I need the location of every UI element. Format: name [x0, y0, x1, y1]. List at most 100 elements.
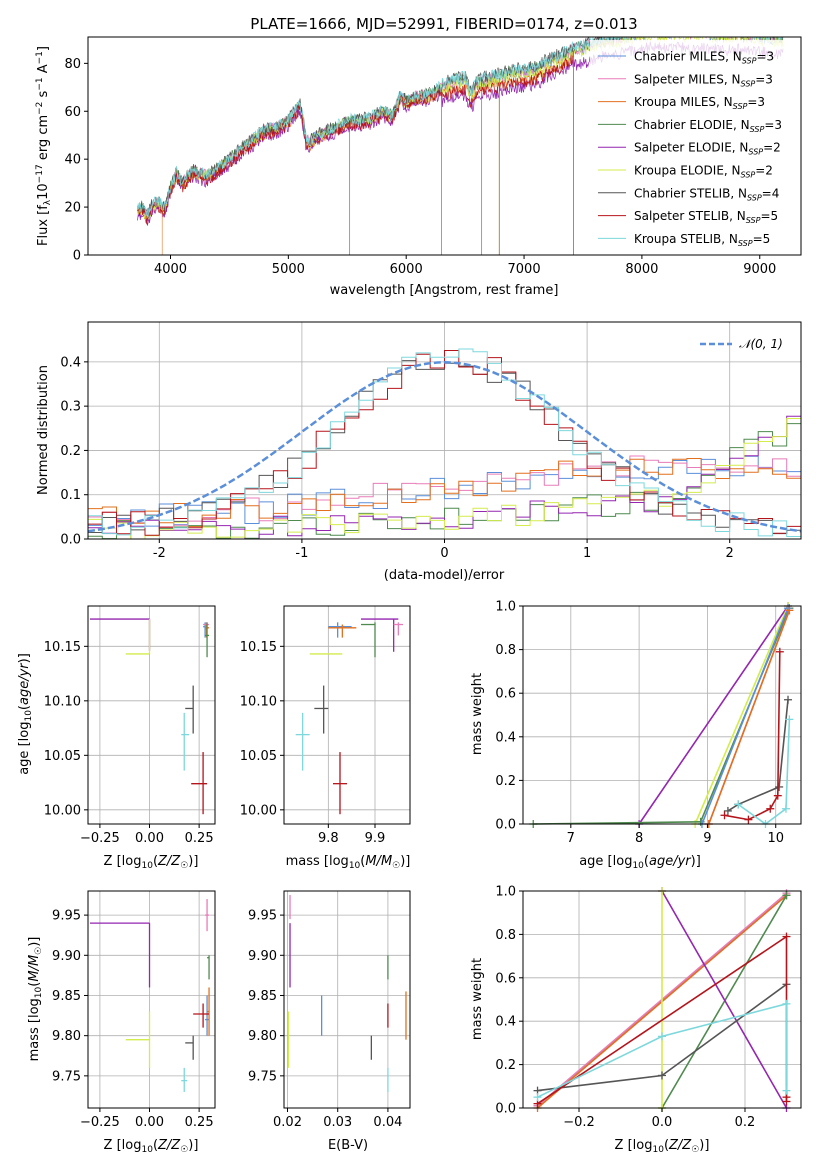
legend-label-chabrier_stelib: Chabrier STELIB, NSSP=4: [634, 186, 779, 202]
y-tick-label: 0.0: [495, 818, 516, 833]
y-tick-label: 9.95: [248, 909, 277, 924]
wZ-ylabel: mass weight: [470, 958, 485, 1040]
spectrum-line-salpeter_stelib: [137, 55, 574, 225]
mZ-ylabel: mass [log10(M/M☉)]: [27, 937, 44, 1062]
y-tick-label: 9.75: [248, 1069, 277, 1084]
y-tick-label: 9.95: [52, 909, 81, 924]
x-tick-label: 9.8: [318, 831, 339, 846]
y-tick-label: 9.80: [52, 1029, 81, 1044]
y-tick-label: 20: [64, 201, 81, 216]
y-tick-label: 10.10: [240, 694, 277, 709]
y-tick-label: 9.80: [248, 1029, 277, 1044]
axes-frame: [283, 605, 411, 825]
spectrum-ylabel: Flux [fλ10−17 erg cm−2 s−1 A−1]: [35, 46, 53, 246]
x-tick-label: 0.2: [735, 1115, 756, 1130]
spectrum-legend: Chabrier MILES, NSSP=3 Salpeter MILES, NS…: [590, 40, 798, 252]
x-tick-label: 9000: [743, 262, 776, 277]
x-tick-label: 0: [440, 546, 448, 561]
error-bars: [287, 895, 407, 1092]
axes-frame: [87, 890, 216, 1109]
axes-frame: [522, 605, 802, 825]
x-tick-label: 4000: [154, 262, 187, 277]
weight-line-salpeter_elodie: [638, 605, 789, 825]
y-tick-label: 40: [64, 153, 81, 168]
ageZ-xlabel: Z [log10(Z/Z☉)]: [104, 854, 199, 871]
legend-background: [590, 40, 798, 252]
x-tick-label: −0.25: [80, 1115, 120, 1130]
y-tick-label: 0.0: [495, 1102, 516, 1117]
mass-vs-extinction-panel: 0.02 0.03 0.04 9.75 9.80 9.85 9.90 9.95: [248, 890, 411, 1130]
y-tick-label: 9.90: [248, 949, 277, 964]
legend-label-chabrier_elodie: Chabrier ELODIE, NSSP=3: [634, 118, 782, 134]
y-tick-label: 0.8: [495, 928, 516, 943]
x-tick-label: 0.00: [135, 831, 164, 846]
x-tick-label: 9: [703, 831, 711, 846]
wAge-ylabel: mass weight: [470, 673, 485, 755]
weight-line-kroupa_miles: [708, 610, 791, 825]
y-tick-label: 0: [73, 249, 81, 264]
x-tick-label: 6000: [390, 262, 423, 277]
spectrum-xlabel: wavelength [Angstrom, rest frame]: [330, 283, 559, 298]
y-tick-label: 0.2: [495, 774, 516, 789]
y-tick-label: 10.00: [44, 803, 81, 818]
y-tick-label: 0.3: [60, 400, 81, 415]
x-tick-label: 7000: [508, 262, 541, 277]
x-tick-label: -1: [295, 546, 308, 561]
age-vs-mass-panel: 9.8 9.9 10.00 10.05 10.10 10.15: [240, 605, 411, 846]
weight-line-kroupa_elodie: [694, 605, 789, 825]
spectrum-title: PLATE=1666, MJD=52991, FIBERID=0174, z=0…: [250, 15, 637, 33]
normal-curve: [88, 361, 801, 533]
y-tick-label: 9.85: [248, 989, 277, 1004]
error-bars: [89, 618, 210, 815]
legend-label-kroupa_elodie: Kroupa ELODIE, NSSP=2: [634, 164, 773, 180]
residuals-legend: 𝒩(0, 1): [700, 337, 783, 351]
normal-legend-label: 𝒩(0, 1): [739, 337, 783, 351]
x-tick-label: 8: [635, 831, 643, 846]
mass-vs-metallicity-panel: −0.25 0.00 0.25 9.75 9.80 9.85 9.90 9.95: [52, 890, 216, 1130]
x-tick-label: 0.04: [373, 1115, 402, 1130]
y-tick-label: 0.2: [495, 1058, 516, 1073]
x-tick-label: 0.02: [273, 1115, 302, 1130]
y-tick-label: 0.0: [60, 533, 81, 548]
wZ-xlabel: Z [log10(Z/Z☉)]: [615, 1138, 710, 1155]
x-tick-label: 2: [726, 546, 734, 561]
weight-line-kroupa_stelib: [737, 719, 791, 825]
y-tick-label: 10.05: [44, 749, 81, 764]
weight-line-kroupa_stelib: [537, 1002, 788, 1098]
mZ-xlabel: Z [log10(Z/Z☉)]: [104, 1138, 199, 1155]
legend-label-salpeter_stelib: Salpeter STELIB, NSSP=5: [634, 209, 778, 225]
x-tick-label: 9.9: [365, 831, 386, 846]
spectrum-axes: 4000 5000 6000 7000 8000 9000 0 20 40 60 80: [64, 36, 802, 277]
error-bars: [295, 618, 403, 815]
y-tick-label: 0.6: [495, 971, 516, 986]
x-tick-label: −0.2: [563, 1115, 595, 1130]
residuals-xlabel: (data-model)/error: [384, 568, 505, 583]
legend-label-salpeter_miles: Salpeter MILES, NSSP=3: [634, 72, 773, 88]
weight-line-chabrier_miles: [701, 607, 789, 825]
weight-vs-age-panel: 7 8 9 10 0.0 0.2 0.4 0.6 0.8 1.0: [495, 600, 802, 846]
y-tick-label: 9.75: [52, 1069, 81, 1084]
age-vs-metallicity-panel: −0.25 0.00 0.25 10.00 10.05 10.10 10.15: [44, 605, 216, 846]
y-tick-label: 0.4: [495, 730, 516, 745]
axes-frame: [283, 890, 411, 1109]
legend-label-kroupa_miles: Kroupa MILES, NSSP=3: [634, 95, 765, 111]
residuals-plot: -2 -1 0 1 2 0.0 0.1 0.2 0.3 0.4: [60, 321, 802, 561]
x-tick-label: 10: [767, 831, 784, 846]
x-tick-label: -2: [153, 546, 166, 561]
error-bars: [89, 899, 210, 1092]
x-tick-label: 5000: [272, 262, 305, 277]
x-tick-label: 7: [567, 831, 575, 846]
y-tick-label: 80: [64, 57, 81, 72]
y-tick-label: 60: [64, 105, 81, 120]
wAge-xlabel: age [log10(age/yr)]: [579, 854, 701, 871]
spectrum-line-kroupa_stelib: [137, 37, 782, 218]
y-tick-label: 0.8: [495, 643, 516, 658]
residuals-panel: -2 -1 0 1 2 0.0 0.1 0.2 0.3 0.4 (data-model)/erro…: [36, 321, 802, 583]
y-tick-label: 10.15: [240, 640, 277, 655]
y-tick-label: 9.90: [52, 949, 81, 964]
y-tick-label: 0.2: [60, 444, 81, 459]
axes-frame: [87, 36, 802, 256]
y-tick-label: 1.0: [495, 600, 516, 615]
mE-xlabel: E(B-V): [328, 1138, 368, 1153]
